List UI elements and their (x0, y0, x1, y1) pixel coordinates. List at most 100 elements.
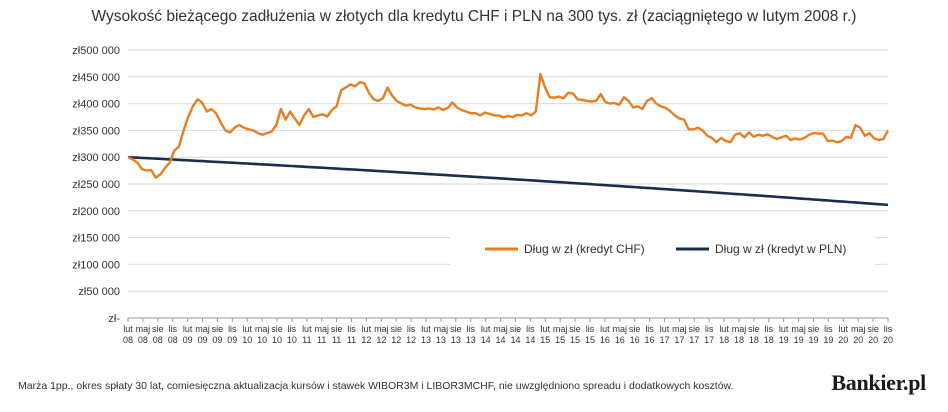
x-tick-month: lis (466, 324, 475, 334)
x-tick-year: 11 (317, 335, 326, 345)
x-tick-month: maj (613, 324, 628, 334)
legend-label-pln: Dług w zł (kredyt w PLN) (715, 242, 846, 256)
y-tick-label: zł250 000 (72, 179, 120, 191)
x-tick-year: 10 (272, 335, 282, 345)
x-tick-year: 12 (361, 335, 371, 345)
x-tick-year: 11 (302, 335, 311, 345)
x-tick-month: maj (374, 324, 389, 334)
x-tick-month: sie (629, 324, 641, 334)
x-tick-year: 14 (525, 335, 535, 345)
x-tick-month: lis (824, 324, 833, 334)
x-tick-month: lut (183, 324, 193, 334)
x-tick-month: sie (808, 324, 820, 334)
x-tick-month: sie (331, 324, 343, 334)
x-tick-month: lut (362, 324, 372, 334)
y-axis-labels: zł-zł50 000 zł100 000 zł150 000 zł200 000 zł… (72, 45, 120, 325)
x-tick-month: lis (288, 324, 297, 334)
x-tick-year: 20 (883, 335, 893, 345)
x-tick-month: sie (867, 324, 879, 334)
series-lines (127, 72, 890, 207)
x-tick-year: 09 (212, 335, 222, 345)
x-tick-year: 13 (436, 335, 446, 345)
x-tick-year: 16 (645, 335, 655, 345)
x-tick-month: sie (212, 324, 224, 334)
x-tick-year: 20 (853, 335, 863, 345)
x-tick-month: maj (136, 324, 151, 334)
x-tick-month: lut (123, 324, 133, 334)
y-tick-label: zł450 000 (72, 72, 120, 84)
x-tick-year: 14 (510, 335, 520, 345)
x-tick-year: 18 (764, 335, 774, 345)
x-tick-year: 17 (704, 335, 714, 345)
x-tick-month: maj (434, 324, 449, 334)
x-tick-year: 15 (585, 335, 595, 345)
x-tick-year: 17 (689, 335, 699, 345)
x-tick-month: lut (719, 324, 729, 334)
y-tick-label: zł350 000 (72, 125, 120, 137)
x-tick-year: 08 (153, 335, 163, 345)
x-tick-month: maj (791, 324, 806, 334)
x-tick-year: 19 (779, 335, 789, 345)
x-tick-month: maj (493, 324, 508, 334)
x-tick-month: sie (569, 324, 581, 334)
legend: Dług w zł (kredyt CHF) Dług w zł (kredyt … (450, 232, 875, 268)
y-tick-label: zł- (108, 313, 120, 325)
y-tick-label: zł200 000 (72, 206, 120, 218)
x-tick-month: lis (705, 324, 714, 334)
y-tick-label: zł300 000 (72, 152, 120, 164)
x-tick-year: 13 (451, 335, 461, 345)
x-tick-year: 12 (406, 335, 416, 345)
x-tick-year: 10 (287, 335, 297, 345)
x-tick-month: maj (314, 324, 329, 334)
x-tick-year: 16 (630, 335, 640, 345)
x-tick-month: lis (884, 324, 893, 334)
x-tick-year: 11 (347, 335, 356, 345)
x-tick-month: lis (526, 324, 535, 334)
y-tick-label: zł100 000 (72, 259, 120, 271)
x-tick-year: 14 (481, 335, 491, 345)
x-tick-year: 08 (123, 335, 133, 345)
x-tick-month: lis (228, 324, 237, 334)
x-axis-labels: lut08maj08sie08lis08lut09maj09sie09lis09… (123, 318, 893, 345)
x-tick-month: sie (748, 324, 760, 334)
x-tick-month: maj (553, 324, 568, 334)
x-tick-month: lut (481, 324, 491, 334)
x-tick-month: maj (672, 324, 687, 334)
grid-lines (128, 49, 888, 319)
x-tick-year: 15 (555, 335, 565, 345)
x-tick-year: 08 (168, 335, 178, 345)
legend-label-chf: Dług w zł (kredyt CHF) (524, 242, 645, 256)
x-tick-year: 20 (838, 335, 848, 345)
x-tick-year: 13 (466, 335, 476, 345)
x-tick-year: 15 (570, 335, 580, 345)
x-tick-year: 16 (615, 335, 625, 345)
x-tick-month: sie (271, 324, 283, 334)
x-tick-year: 11 (332, 335, 341, 345)
x-tick-month: lut (540, 324, 550, 334)
x-tick-year: 14 (496, 335, 506, 345)
x-tick-year: 09 (183, 335, 193, 345)
x-tick-year: 18 (719, 335, 729, 345)
x-tick-month: lut (421, 324, 431, 334)
x-tick-month: maj (732, 324, 747, 334)
x-tick-month: lut (242, 324, 252, 334)
x-tick-month: lis (347, 324, 356, 334)
x-tick-year: 19 (794, 335, 804, 345)
x-tick-year: 17 (674, 335, 684, 345)
x-tick-month: maj (195, 324, 210, 334)
y-tick-label: zł500 000 (72, 45, 120, 57)
bankier-logo: Bankier.pl (831, 370, 926, 395)
x-tick-month: lut (779, 324, 789, 334)
x-tick-month: lis (407, 324, 416, 334)
x-tick-month: sie (390, 324, 402, 334)
x-tick-month: lis (645, 324, 654, 334)
x-tick-year: 10 (257, 335, 267, 345)
x-tick-month: lis (168, 324, 177, 334)
series-line-chf (127, 72, 890, 179)
x-tick-year: 12 (376, 335, 386, 345)
x-tick-year: 20 (868, 335, 878, 345)
x-tick-year: 12 (391, 335, 401, 345)
x-tick-month: maj (851, 324, 866, 334)
chart-title: Wysokość bieżącego zadłużenia w złotych … (91, 8, 857, 25)
